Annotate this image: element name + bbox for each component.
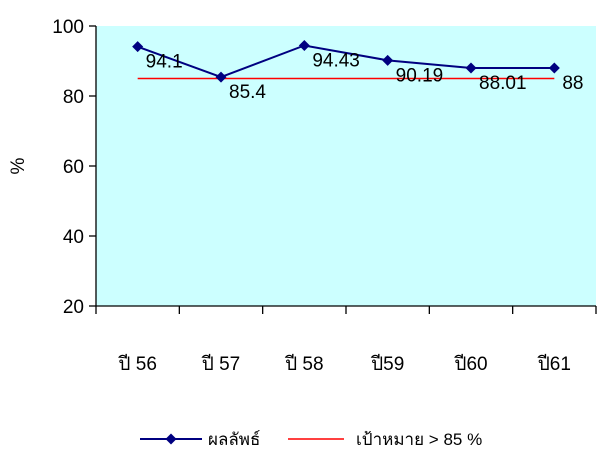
result-point — [298, 39, 310, 51]
data-label: 94.43 — [312, 50, 360, 71]
result-point — [465, 62, 477, 74]
y-tick-label: 60 — [63, 157, 84, 178]
x-tick-label: ปี 56 — [118, 353, 157, 375]
legend: ผลลัพธ์ เป้าหมาย > 85 % — [140, 430, 482, 449]
x-tick-label: ปี 58 — [284, 353, 323, 375]
x-tick-label: ปี60 — [454, 353, 488, 375]
y-tick-label: 80 — [63, 87, 84, 108]
data-label: 90.19 — [396, 65, 444, 86]
y-tick-label: 100 — [52, 17, 84, 38]
plot-area — [96, 26, 596, 306]
result-point — [548, 62, 560, 74]
result-line — [137, 44, 555, 79]
y-axis-title: % — [8, 157, 29, 174]
data-label: 88.01 — [479, 73, 527, 94]
legend-result-marker — [165, 433, 177, 445]
data-label: 85.4 — [229, 82, 266, 103]
x-tick-label: ปี61 — [537, 353, 571, 375]
result-series — [132, 39, 560, 83]
data-label: 94.1 — [146, 52, 183, 73]
y-tick-label: 40 — [63, 227, 84, 248]
result-point — [132, 41, 144, 53]
y-tick-label: 20 — [63, 297, 84, 318]
x-tick-label: ปี 57 — [201, 353, 240, 375]
result-point — [382, 54, 394, 66]
axes: 20 40 60 80 100 ปี 56 ปี 57 ปี 58 ปี59 ปี60 ปี61 — [52, 17, 597, 375]
x-tick-label: ปี59 — [370, 353, 404, 375]
result-point — [215, 71, 227, 83]
data-labels: 94.1 85.4 94.43 90.19 88.01 88 — [146, 50, 584, 103]
legend-target-label: เป้าหมาย > 85 % — [356, 430, 482, 449]
legend-result-label: ผลลัพธ์ — [208, 430, 260, 449]
data-label: 88 — [562, 73, 583, 94]
